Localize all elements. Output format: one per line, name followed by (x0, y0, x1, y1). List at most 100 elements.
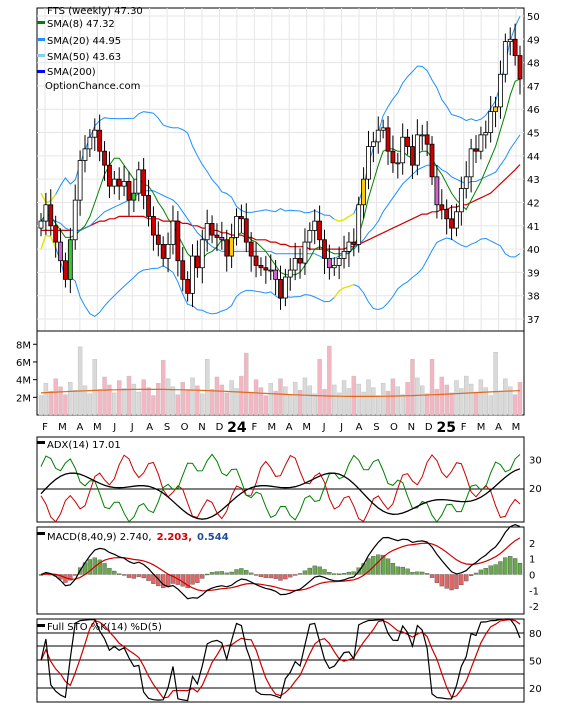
candle-body (38, 220, 44, 229)
macd-label: MACD(8,40,9) 2.740, 2.203, 0.544 (47, 532, 229, 543)
macd-hist-bar (454, 574, 459, 589)
volume-bar (317, 359, 322, 416)
volume-bar (283, 386, 288, 416)
adx-panel: 30 20 ADX(14) 17.01 (36, 436, 542, 523)
x-tick-label: O (181, 422, 189, 433)
candle-body (478, 134, 484, 152)
x-tick-label: D (216, 422, 224, 433)
macd-hist-bar (273, 574, 278, 579)
adx-label: ADX(14) 17.01 (47, 440, 121, 451)
candle-body (190, 255, 195, 294)
candle-body (317, 220, 323, 241)
bollinger-squeeze (40, 234, 47, 250)
volume-bar (136, 391, 141, 416)
candle-body (454, 211, 459, 229)
volume-bar (48, 390, 53, 416)
volume-bar (327, 345, 332, 416)
candle-body (282, 276, 288, 299)
macd-hist-bar (322, 569, 327, 575)
candle-body (136, 169, 142, 194)
candle-body (493, 106, 498, 112)
candle-body (449, 218, 454, 229)
volume-bar (312, 393, 317, 416)
candle-body (351, 241, 357, 245)
macd-hist-bar (214, 571, 220, 575)
volume-bar (195, 385, 200, 416)
bollinger-squeeze (50, 236, 57, 248)
volume-bar (151, 395, 156, 416)
candle-body (146, 195, 151, 217)
candle-body (219, 237, 225, 241)
price-axis: 37 38 39 40 41 42 43 44 45 46 47 48 49 50 (527, 12, 540, 326)
sto-k-line (40, 618, 521, 702)
volume-bar (170, 386, 176, 416)
macd-hist-bar (410, 572, 415, 575)
macd-hist-value: 0.544 (197, 532, 229, 543)
volume-bar (390, 378, 396, 416)
candle-body (361, 178, 366, 206)
brand-label: OptionChance.com (45, 81, 140, 92)
macd-hist-bar (434, 574, 440, 583)
candle-body (111, 178, 117, 187)
macd-hist-bar (297, 573, 303, 575)
volume-bar (53, 378, 58, 416)
x-tick-label: A (146, 422, 153, 433)
bollinger-squeeze (40, 192, 47, 203)
volume-bar (322, 389, 327, 416)
candle-body (390, 150, 396, 164)
volume-axis: 8M 6M 4M 2M (16, 340, 37, 404)
volume-bar (209, 389, 215, 416)
volume-bar (141, 379, 146, 416)
sma20-line (40, 134, 521, 259)
macd-hist-bar (385, 558, 391, 575)
sma50-line (41, 164, 521, 250)
candle-body (126, 181, 132, 201)
candle-body (175, 220, 181, 262)
candle-body (268, 269, 274, 272)
volume-bar (107, 384, 112, 416)
x-tick-label: F (251, 422, 257, 433)
sto-label: Full STO %K(14) %D(5) (47, 622, 162, 633)
volume-bar (410, 359, 415, 416)
sto-tick-label: 50 (529, 657, 542, 668)
bollinger-squeeze (348, 212, 355, 218)
volume-bar (102, 376, 107, 416)
legend-swatch-sma50 (37, 54, 45, 57)
volume-bar (405, 382, 410, 416)
volume-bar (278, 378, 283, 416)
macd-hist-bar (200, 574, 205, 579)
x-tick-label: 25 (436, 420, 455, 436)
volume-bar (498, 390, 503, 416)
volume-bar (112, 392, 117, 416)
x-tick-label: M (267, 422, 276, 433)
macd-hist-bar (224, 572, 229, 575)
macd-hist-bar (268, 574, 273, 579)
legend-sma20: SMA(20) 44.95 (47, 36, 121, 47)
candle-body (204, 223, 210, 241)
bollinger-squeeze (343, 215, 350, 221)
macd-line (40, 524, 521, 600)
volume-bar (459, 388, 464, 416)
stochastic-axis: 80 50 20 (529, 629, 542, 695)
volume-bar (434, 389, 440, 416)
macd-hist-bar (234, 569, 239, 575)
macd-hist-bar (429, 574, 435, 578)
price-tick-label: 45 (527, 129, 540, 140)
volume-bar (503, 378, 508, 416)
volume-bar (288, 394, 293, 416)
volume-bar (385, 390, 391, 416)
x-tick-label: O (390, 422, 398, 433)
candle-body (498, 73, 503, 108)
x-tick-label: M (477, 422, 486, 433)
candle-body (180, 260, 186, 280)
x-tick-label: A (356, 422, 363, 433)
candle-body (155, 234, 161, 245)
volume-bar (478, 379, 484, 416)
volume-bar (63, 394, 68, 416)
price-tick-label: 46 (527, 105, 540, 116)
volume-bar (204, 359, 210, 416)
candle-body (273, 269, 279, 280)
macd-hist-bar (190, 574, 195, 585)
macd-hist-bar (346, 571, 352, 575)
